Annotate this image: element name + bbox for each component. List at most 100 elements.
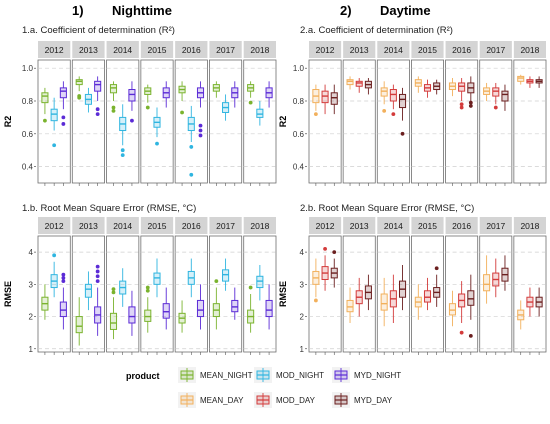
facet-strip — [377, 217, 410, 234]
box-myd-day — [433, 266, 441, 355]
facet-label: 2013 — [79, 45, 98, 55]
outlier-point — [391, 112, 396, 117]
facet-2017: 2017 — [479, 41, 513, 186]
facet-strip — [445, 41, 478, 58]
box-mean-day — [483, 255, 491, 355]
box-mod-day — [492, 258, 500, 355]
box-mean-day — [517, 74, 525, 186]
box-mean-night — [247, 285, 255, 355]
box-mod-day — [355, 78, 363, 186]
box-mean-night — [178, 300, 186, 355]
facet-strip — [513, 41, 546, 58]
facet-label: 2018 — [250, 45, 269, 55]
box-mod-day — [458, 281, 466, 355]
outlier-point — [313, 298, 318, 303]
box-mod-day — [526, 76, 534, 186]
box-mod-night — [84, 87, 92, 186]
box-mean-day — [312, 84, 320, 186]
box-myd-night — [59, 272, 67, 355]
facet-2013: 2013 — [71, 41, 105, 186]
box-mod-night — [222, 258, 230, 355]
box-myd-night — [162, 287, 170, 355]
outlier-point — [459, 102, 464, 107]
legend-label: MEAN_NIGHT — [200, 371, 253, 380]
box-mean-day — [448, 290, 456, 355]
outlier-point — [468, 333, 473, 338]
facet-strip — [411, 41, 444, 58]
outlier-point — [214, 279, 219, 284]
facet-strip — [479, 217, 512, 234]
box-mean-day — [380, 277, 388, 355]
box-mod-night — [50, 97, 58, 186]
box-myd-night — [94, 264, 102, 355]
facet-label: 2014 — [113, 45, 132, 55]
outlier-point — [95, 112, 100, 117]
box-myd-day — [467, 76, 475, 186]
outlier-point — [95, 107, 100, 112]
box-mod-night — [187, 105, 195, 186]
facet-label: 2018 — [520, 221, 539, 231]
outlier-point — [95, 279, 100, 284]
outlier-point — [111, 290, 116, 295]
facet-label: 2017 — [216, 45, 235, 55]
y-tick-label: 2 — [29, 313, 34, 322]
facet-strip — [175, 41, 208, 58]
facet-strip — [479, 41, 512, 58]
box-mean-day — [414, 76, 422, 186]
facet-2018: 2018 — [513, 41, 547, 186]
box-mod-day — [423, 79, 432, 186]
facet-strip — [175, 217, 208, 234]
box-myd-day — [467, 274, 475, 355]
outlier-point — [61, 272, 66, 277]
box-body — [467, 290, 475, 306]
outlier-point — [145, 288, 150, 293]
outlier-point — [145, 285, 150, 290]
box-myd-day — [364, 78, 372, 186]
box-body — [50, 108, 58, 122]
box-body — [330, 92, 338, 105]
box-myd-day — [399, 87, 407, 186]
legend-title: product — [126, 371, 160, 381]
box-myd-day — [399, 265, 407, 355]
outlier-point — [145, 105, 150, 110]
outlier-point — [111, 108, 116, 113]
facet-label: 2013 — [350, 221, 369, 231]
section-1-number: 1) — [72, 3, 84, 18]
outlier-point — [248, 100, 253, 105]
box-body — [153, 272, 161, 285]
box-mean-day — [414, 284, 422, 355]
facet-strip — [209, 217, 242, 234]
facet-strip — [72, 41, 105, 58]
box-myd-night — [59, 81, 67, 186]
facet-strip — [243, 217, 276, 234]
box-body — [196, 299, 205, 318]
y-tick-label: 0.6 — [22, 130, 34, 139]
box-mod-night — [153, 107, 161, 186]
outlier-point — [120, 148, 125, 153]
facet-2014: 2014 — [106, 41, 140, 186]
box-mod-day — [355, 277, 363, 355]
box-mean-night — [212, 279, 220, 355]
box-body — [380, 87, 388, 97]
y-axis-label: R2 — [3, 116, 13, 128]
box-myd-night — [196, 284, 205, 355]
box-body — [144, 309, 152, 322]
y-tick-label: 0.4 — [293, 163, 305, 172]
box-myd-day — [535, 76, 543, 186]
box-mean-night — [144, 84, 152, 186]
facet-plot-area — [71, 59, 105, 184]
box-body — [458, 82, 466, 92]
outlier-point — [459, 330, 464, 335]
facet-strip — [209, 41, 242, 58]
panel-title: 2.b. Root Mean Square Error (RMSE, °C) — [300, 203, 474, 214]
facet-label: 2014 — [384, 45, 403, 55]
facet-2012: 2012 — [37, 41, 71, 186]
box-body — [231, 299, 239, 313]
box-myd-day — [330, 84, 338, 186]
facet-strip — [343, 41, 376, 58]
outlier-point — [313, 112, 318, 117]
box-body — [256, 108, 264, 118]
facet-2015: 2015 — [411, 41, 444, 186]
box-mean-night — [109, 287, 118, 355]
facet-2018: 2018 — [243, 41, 277, 186]
